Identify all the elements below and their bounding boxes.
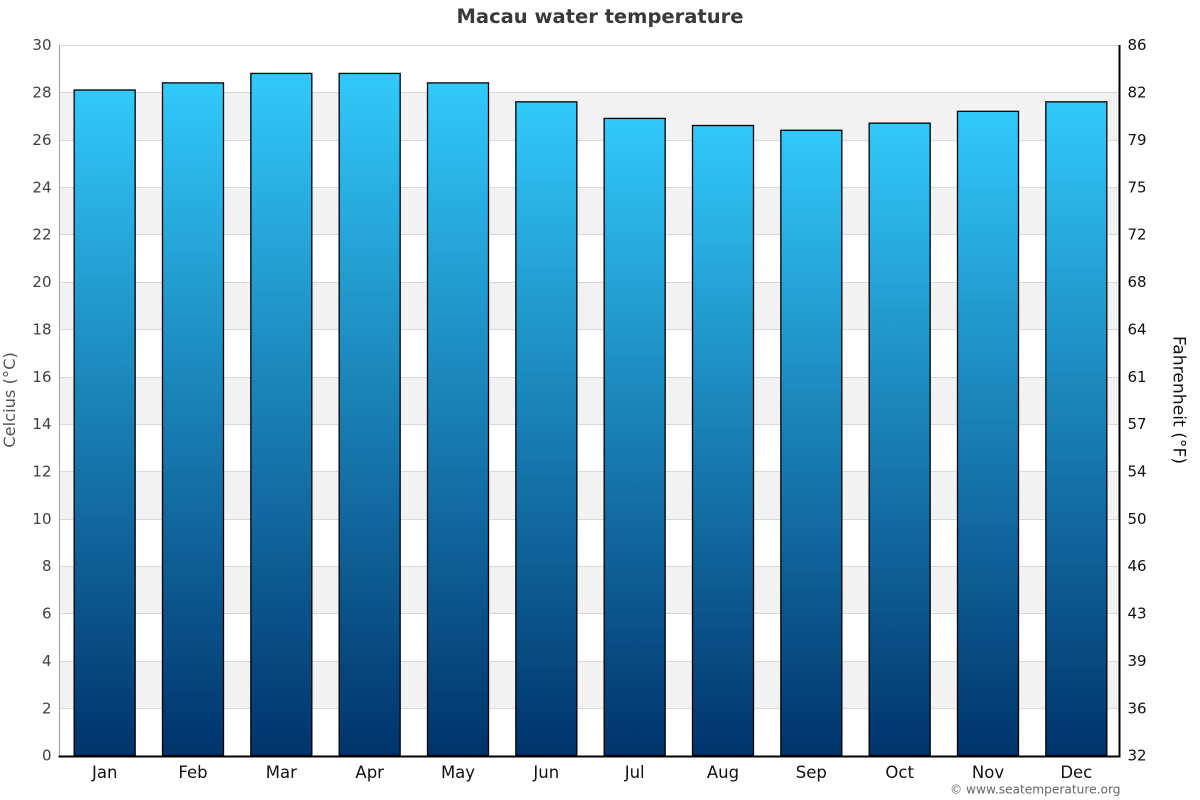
bar-aug[interactable] — [691, 124, 755, 757]
right-tick-label: 86 — [1128, 36, 1147, 54]
credit-link[interactable]: © www.seatemperature.org — [950, 783, 1121, 797]
month-label-sep: Sep — [796, 763, 827, 782]
bar-jun[interactable] — [515, 101, 578, 757]
left-tick-label: 28 — [32, 84, 51, 102]
left-tick-label: 0 — [42, 747, 52, 765]
left-tick-label: 8 — [42, 557, 52, 575]
bar-oct[interactable] — [868, 122, 931, 757]
bar-jul[interactable] — [603, 117, 666, 757]
plot-band — [60, 471, 1119, 519]
month-label-jan: Jan — [91, 763, 117, 782]
month-label-aug: Aug — [707, 763, 739, 782]
plot-band — [60, 661, 1119, 708]
right-tick-label: 68 — [1128, 273, 1147, 291]
left-tick-label: 30 — [32, 36, 51, 54]
right-tick-label: 32 — [1128, 747, 1147, 765]
left-tick-label: 22 — [32, 226, 51, 244]
left-tick-label: 14 — [32, 415, 51, 433]
month-label-apr: Apr — [355, 763, 384, 782]
right-tick-label: 75 — [1128, 178, 1147, 196]
plot-band — [60, 187, 1119, 234]
left-axis-title: Celcius (°C) — [0, 352, 19, 448]
month-label-oct: Oct — [885, 763, 914, 782]
left-tick-label: 20 — [32, 273, 51, 291]
month-label-feb: Feb — [178, 763, 207, 782]
right-axis-title: Fahrenheit (°F) — [1169, 336, 1189, 464]
right-tick-label: 50 — [1128, 510, 1147, 528]
right-tick-label: 79 — [1128, 131, 1147, 149]
tick-labels: 0 32 2 36 4 39 6 43 8 46 10 50 12 54 14 57 16 61 18 64 20 68 2… — [32, 36, 1146, 782]
left-tick-label: 6 — [42, 605, 52, 623]
plot-band — [60, 566, 1119, 613]
right-tick-label: 39 — [1128, 652, 1147, 670]
right-tick-label: 82 — [1128, 84, 1147, 102]
gridlines — [60, 45, 1119, 709]
chart-title: Macau water temperature — [457, 5, 744, 28]
bar-feb[interactable] — [161, 82, 225, 757]
month-label-dec: Dec — [1060, 763, 1092, 782]
bars — [73, 72, 1108, 757]
left-tick-label: 4 — [42, 652, 52, 670]
right-tick-label: 61 — [1128, 368, 1147, 386]
right-tick-label: 72 — [1128, 226, 1147, 244]
month-label-may: May — [441, 763, 475, 782]
axes — [58, 45, 1121, 758]
left-tick-label: 12 — [32, 463, 51, 481]
right-tick-label: 36 — [1128, 699, 1147, 717]
bar-apr[interactable] — [338, 72, 401, 757]
plot-band — [60, 377, 1119, 424]
bar-may[interactable] — [426, 82, 490, 757]
right-tick-label: 57 — [1128, 415, 1147, 433]
plot-band — [60, 282, 1119, 329]
plot-bands — [60, 92, 1119, 708]
right-tick-label: 43 — [1128, 605, 1147, 623]
bar-sep[interactable] — [780, 129, 843, 757]
bar-mar[interactable] — [250, 72, 313, 757]
left-tick-label: 16 — [32, 368, 51, 386]
bar-dec[interactable] — [1045, 101, 1108, 757]
plot-band — [60, 92, 1119, 140]
bar-nov[interactable] — [956, 110, 1020, 757]
month-label-nov: Nov — [972, 763, 1004, 782]
month-label-jul: Jul — [624, 763, 645, 782]
right-tick-label: 54 — [1128, 463, 1147, 481]
left-tick-label: 18 — [32, 320, 51, 338]
left-tick-label: 10 — [32, 510, 51, 528]
right-tick-label: 64 — [1128, 320, 1147, 338]
month-label-mar: Mar — [266, 763, 297, 782]
left-tick-label: 26 — [32, 131, 51, 149]
left-tick-label: 2 — [42, 699, 52, 717]
bar-jan[interactable] — [73, 89, 136, 757]
right-tick-label: 46 — [1128, 557, 1147, 575]
left-tick-label: 24 — [32, 178, 51, 196]
month-label-jun: Jun — [532, 763, 559, 782]
